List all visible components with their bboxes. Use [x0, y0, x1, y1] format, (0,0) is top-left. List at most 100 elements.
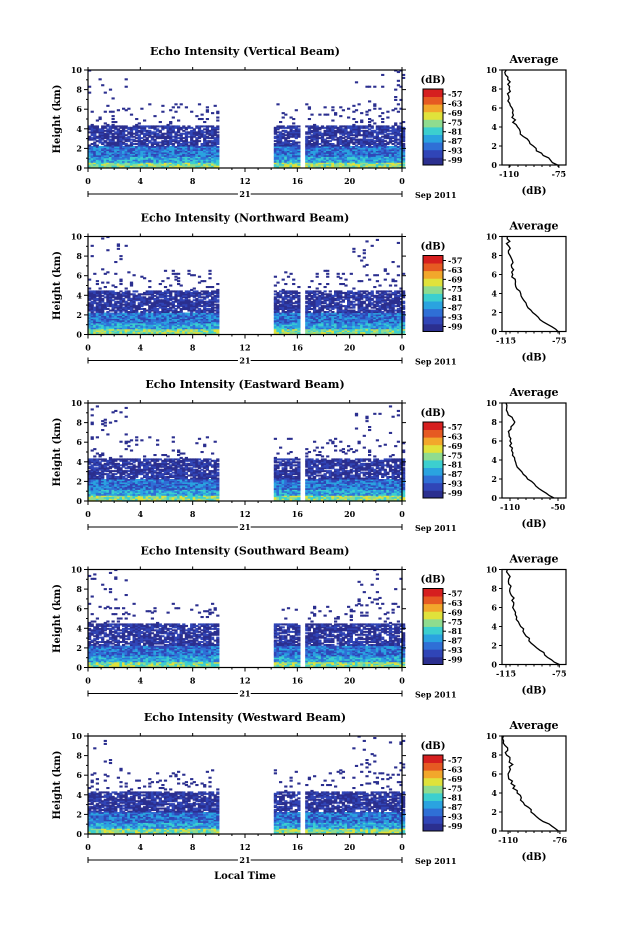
echo-cell [190, 163, 194, 166]
echo-cell [88, 137, 92, 140]
profile-x-tick-label: -75 [552, 169, 566, 179]
echo-cell [137, 319, 141, 322]
echo-cell [200, 163, 204, 166]
echo-cell [103, 91, 107, 94]
echo-cell [158, 306, 162, 309]
echo-cell [153, 126, 157, 129]
echo-cell [95, 131, 100, 134]
echo-cell [158, 303, 162, 306]
colorbar-swatch [423, 134, 443, 143]
echo-cell [132, 146, 136, 149]
echo-cell [135, 159, 139, 162]
echo-cell [182, 144, 186, 147]
echo-cell [95, 324, 100, 327]
echo-cell [197, 153, 202, 156]
echo-cell [140, 293, 144, 296]
echo-cell [328, 153, 332, 156]
echo-cell [148, 125, 152, 128]
echo-cell [174, 154, 178, 157]
echo-cell [143, 331, 147, 334]
echo-cell [339, 162, 343, 165]
echo-cell [354, 128, 359, 131]
echo-cell [192, 147, 196, 150]
echo-cell [213, 160, 217, 163]
echo-cell [331, 143, 335, 146]
echo-cell [197, 162, 202, 165]
echo-cell [116, 135, 121, 138]
echo-cell [354, 132, 359, 135]
echo-cell [320, 132, 325, 135]
echo-cell [373, 129, 377, 132]
echo-cell [135, 309, 139, 312]
echo-cell [116, 109, 121, 112]
echo-cell [208, 165, 212, 168]
echo-cell [368, 135, 372, 138]
echo-cell [213, 146, 217, 149]
echo-cell [116, 291, 121, 294]
echo-cell [383, 156, 387, 159]
echo-cell [95, 303, 100, 306]
echo-cell [320, 154, 325, 157]
echo-cell [328, 146, 332, 149]
echo-cell [101, 128, 105, 131]
echo-cell [378, 151, 382, 154]
echo-cell [203, 125, 207, 128]
echo-cell [331, 106, 335, 109]
colorbar-frame [422, 88, 444, 166]
echo-cell [315, 160, 319, 163]
echo-cell [119, 306, 123, 309]
echo-cell [331, 125, 335, 128]
echo-cell [148, 153, 152, 156]
echo-cell [129, 134, 134, 137]
echo-cell [140, 300, 144, 303]
echo-cell [156, 135, 160, 138]
echo-cell [286, 154, 291, 157]
echo-cell [124, 146, 128, 149]
panel-title: Echo Intensity (Vertical Beam) [150, 45, 340, 58]
echo-cell [192, 140, 196, 143]
echo-cell [137, 165, 141, 168]
echo-cell [203, 159, 207, 162]
echo-cell [368, 157, 372, 160]
echo-cell [153, 322, 157, 325]
echo-cell [90, 150, 94, 153]
echo-cell [187, 131, 191, 134]
echo-cell [163, 137, 168, 140]
echo-cell [98, 299, 102, 302]
echo-cell [166, 165, 170, 168]
echo-cell [158, 137, 162, 140]
echo-cell [116, 243, 121, 246]
echo-cell [95, 305, 100, 308]
echo-cell [101, 311, 105, 314]
echo-cell [318, 148, 322, 151]
echo-cell [375, 144, 380, 147]
echo-cell [169, 143, 173, 146]
echo-cell [116, 322, 121, 325]
echo-cell [307, 107, 312, 110]
echo-cell [394, 150, 398, 153]
echo-cell [140, 324, 144, 327]
echo-cell [357, 147, 361, 150]
echo-cell [108, 312, 113, 315]
echo-cell [399, 138, 403, 141]
echo-cell [354, 121, 359, 124]
echo-cell [402, 134, 406, 137]
echo-cell [396, 110, 401, 113]
echo-cell [148, 327, 152, 330]
echo-cell [399, 157, 403, 160]
echo-cell [169, 147, 173, 150]
echo-cell [286, 162, 291, 165]
echo-cell [354, 129, 359, 132]
echo-cell [108, 128, 113, 131]
echo-cell [119, 137, 123, 140]
echo-cell [388, 157, 393, 160]
echo-cell [124, 125, 128, 128]
echo-cell [129, 316, 134, 319]
colorbar-swatch [423, 157, 443, 166]
echo-cell [326, 129, 330, 132]
echo-cell [375, 148, 380, 151]
echo-cell [179, 140, 183, 143]
echo-cell [153, 135, 157, 138]
echo-cell [200, 147, 204, 150]
echo-cell [169, 122, 173, 125]
